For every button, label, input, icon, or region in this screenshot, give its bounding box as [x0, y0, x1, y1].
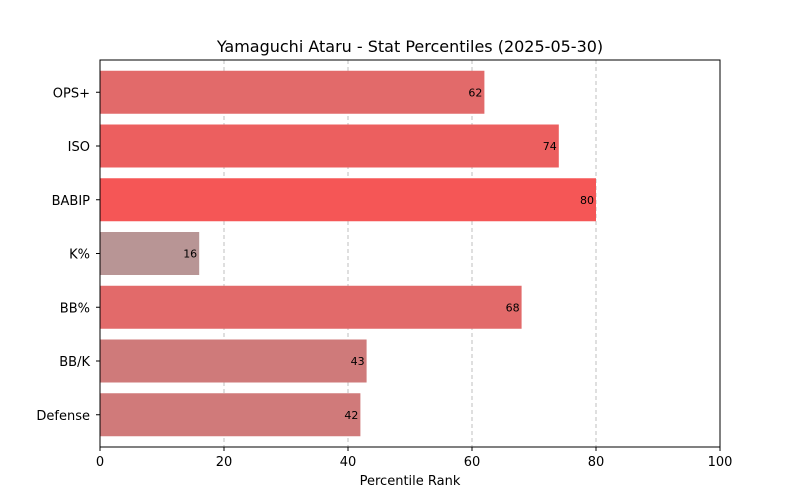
- x-axis-label: Percentile Rank: [360, 474, 461, 489]
- y-tick-label: K%: [69, 248, 90, 263]
- bar: [100, 232, 200, 275]
- grid-lines: [223, 60, 597, 447]
- chart-title: Yamaguchi Ataru - Stat Percentiles (2025…: [216, 37, 603, 56]
- bar-value-label: 80: [580, 194, 594, 207]
- bar: [100, 124, 559, 168]
- x-tick-label: 80: [588, 455, 605, 470]
- data-labels: 62 74 80 16 68 43 42: [183, 86, 594, 422]
- y-tick-label: Defense: [36, 409, 90, 424]
- bar-value-label: 43: [351, 355, 365, 368]
- bar-value-label: 16: [183, 248, 197, 261]
- bar: [100, 339, 367, 383]
- x-tick-label: 0: [96, 455, 104, 470]
- bar: [100, 178, 596, 222]
- x-tick-label: 20: [216, 455, 233, 470]
- y-tick-label: BB/K: [59, 355, 90, 370]
- bar-value-label: 68: [506, 301, 520, 314]
- bar: [100, 393, 361, 437]
- y-tick-label: ISO: [68, 140, 90, 155]
- x-axis-ticks: 0 20 40 60 80 100: [96, 447, 733, 470]
- bar-value-label: 42: [344, 409, 358, 422]
- bar: [100, 285, 522, 329]
- x-tick-label: 60: [464, 455, 481, 470]
- y-tick-label: OPS+: [53, 86, 90, 101]
- y-tick-label: BB%: [60, 301, 90, 316]
- bar: [100, 70, 485, 114]
- y-tick-label: BABIP: [52, 194, 91, 209]
- x-tick-label: 100: [708, 455, 733, 470]
- y-axis-ticks: OPS+ ISO BABIP K% BB% BB/K Defense: [36, 86, 100, 424]
- x-tick-label: 40: [340, 455, 357, 470]
- bars: [100, 70, 596, 437]
- bar-value-label: 62: [468, 86, 482, 99]
- bar-value-label: 74: [543, 140, 557, 153]
